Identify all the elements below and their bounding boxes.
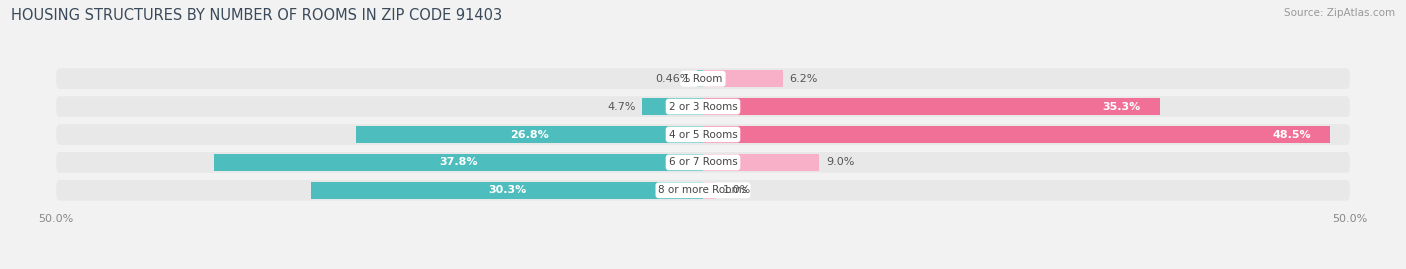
Text: 6 or 7 Rooms: 6 or 7 Rooms [669, 157, 737, 167]
Text: 2 or 3 Rooms: 2 or 3 Rooms [669, 102, 737, 112]
Text: 26.8%: 26.8% [510, 129, 550, 140]
Text: 35.3%: 35.3% [1102, 102, 1140, 112]
Bar [703, 70, 783, 87]
Bar [703, 126, 1330, 143]
Text: 4.7%: 4.7% [607, 102, 636, 112]
Text: Source: ZipAtlas.com: Source: ZipAtlas.com [1284, 8, 1395, 18]
Text: 0.46%: 0.46% [655, 74, 690, 84]
Bar [697, 70, 703, 87]
Text: 37.8%: 37.8% [439, 157, 478, 167]
Bar [356, 126, 703, 143]
FancyBboxPatch shape [56, 68, 1350, 89]
Bar [703, 98, 1160, 115]
Bar [311, 182, 703, 199]
Text: 1 Room: 1 Room [683, 74, 723, 84]
Text: 6.2%: 6.2% [790, 74, 818, 84]
Text: 1.0%: 1.0% [723, 185, 751, 195]
Bar [214, 154, 703, 171]
Text: 48.5%: 48.5% [1272, 129, 1310, 140]
FancyBboxPatch shape [56, 124, 1350, 145]
Text: HOUSING STRUCTURES BY NUMBER OF ROOMS IN ZIP CODE 91403: HOUSING STRUCTURES BY NUMBER OF ROOMS IN… [11, 8, 502, 23]
Text: 9.0%: 9.0% [825, 157, 855, 167]
FancyBboxPatch shape [56, 180, 1350, 201]
FancyBboxPatch shape [56, 152, 1350, 173]
Bar [643, 98, 703, 115]
Text: 30.3%: 30.3% [488, 185, 526, 195]
Text: 4 or 5 Rooms: 4 or 5 Rooms [669, 129, 737, 140]
Bar [703, 182, 716, 199]
FancyBboxPatch shape [56, 96, 1350, 117]
Text: 8 or more Rooms: 8 or more Rooms [658, 185, 748, 195]
Bar [703, 154, 820, 171]
